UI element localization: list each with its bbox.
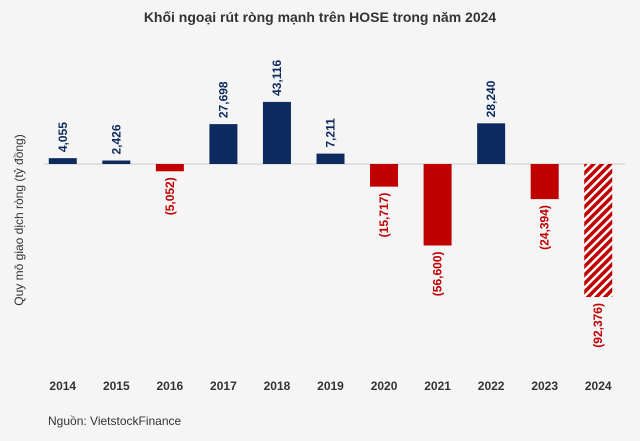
x-tick-label: 2015 [103, 379, 130, 393]
x-tick-label: 2020 [371, 379, 398, 393]
x-tick-label: 2024 [585, 379, 612, 393]
y-axis-label: Quy mô giao dịch ròng (tỷ đồng) [12, 134, 26, 305]
x-tick-label: 2022 [478, 379, 505, 393]
source: Nguồn: VietstockFinance [48, 414, 182, 428]
x-tick-label: 2016 [157, 379, 184, 393]
x-tick-label: 2023 [531, 379, 558, 393]
value-label: (24,394) [538, 205, 552, 250]
bar [102, 160, 131, 164]
x-tick-label: 2017 [210, 379, 237, 393]
value-label: 28,240 [484, 80, 498, 117]
x-tick-label: 2014 [49, 379, 76, 393]
bar [477, 123, 506, 164]
x-tick-label: 2021 [424, 379, 451, 393]
bar [209, 124, 238, 164]
bar [423, 164, 452, 246]
x-tick-label: 2019 [317, 379, 344, 393]
bar [48, 158, 77, 164]
bar [530, 164, 559, 200]
bar [262, 101, 291, 164]
bar [584, 164, 613, 298]
value-label: (56,600) [431, 252, 445, 297]
value-label: (92,376) [591, 303, 605, 348]
value-label: 4,055 [56, 122, 70, 152]
chart-title: Khối ngoại rút ròng mạnh trên HOSE trong… [144, 9, 497, 25]
x-tick-label: 2018 [264, 379, 291, 393]
value-label: 43,116 [270, 60, 284, 96]
value-label: (15,717) [377, 193, 391, 238]
value-label: 7,211 [324, 118, 338, 148]
value-label: 27,698 [216, 81, 230, 118]
bar [370, 164, 399, 187]
bar [155, 164, 184, 172]
bar [316, 153, 345, 164]
value-label: (5,052) [163, 177, 177, 215]
value-label: 2,426 [109, 124, 123, 154]
